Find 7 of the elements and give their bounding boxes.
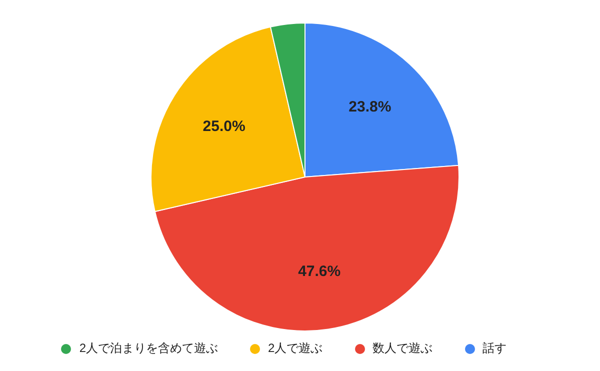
legend-label: 2人で遊ぶ	[268, 341, 323, 355]
legend-label: 2人で泊まりを含めて遊ぶ	[79, 341, 218, 355]
data-label: 25.0%	[202, 118, 246, 135]
data-label: 47.6%	[298, 262, 341, 280]
data-label: 23.8%	[348, 98, 392, 116]
legend-label: 話す	[482, 341, 507, 355]
legend-label: 数人で遊ぶ	[372, 341, 433, 355]
